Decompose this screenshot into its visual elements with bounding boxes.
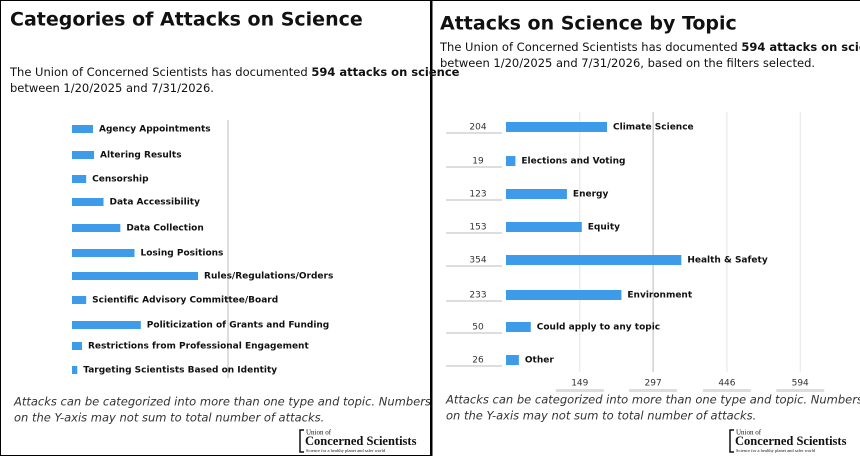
bar — [506, 255, 682, 265]
value-label: 19 — [472, 157, 484, 167]
description-text: The Union of Concerned Scientists has do… — [439, 40, 741, 54]
tick-underline — [629, 389, 678, 392]
description-text: between 1/20/2025 and 7/31/2026. — [10, 81, 214, 95]
bar — [72, 296, 87, 304]
logo-name: Concerned Scientists — [305, 434, 417, 448]
tick-underline — [555, 389, 604, 392]
bar — [72, 125, 94, 133]
category-label: Politicization of Grants and Funding — [147, 321, 329, 331]
category-label: Energy — [573, 190, 609, 200]
chart-title: Categories of Attacks on Science — [10, 9, 363, 31]
tick-underline — [776, 389, 825, 392]
value-underline — [446, 232, 502, 234]
x-tick-label: 594 — [792, 379, 809, 389]
description-text: 594 attacks on science — [311, 65, 459, 79]
description-text: The Union of Concerned Scientists has do… — [9, 65, 311, 79]
bar — [72, 321, 141, 329]
logo-tagline: Science for a healthy planet and safer w… — [306, 448, 386, 453]
bar — [72, 175, 87, 183]
tick-underline — [702, 389, 751, 392]
bar — [506, 156, 516, 166]
value-underline — [446, 132, 502, 134]
category-label: Censorship — [92, 175, 149, 185]
category-label: Scientific Advisory Committee/Board — [92, 296, 278, 306]
category-label: Losing Positions — [141, 249, 224, 259]
x-tick-label: 446 — [718, 379, 735, 389]
category-label: Climate Science — [613, 123, 694, 133]
description: The Union of Concerned Scientists has do… — [439, 40, 860, 54]
footnote: Attacks can be categorized into more tha… — [13, 395, 431, 409]
footnote: on the Y-axis may not sum to total numbe… — [446, 409, 756, 423]
bar — [506, 189, 567, 199]
value-underline — [446, 332, 502, 334]
value-underline — [446, 265, 502, 267]
value-label: 123 — [469, 190, 486, 200]
category-label: Data Accessibility — [110, 198, 201, 208]
logo-small: Union of — [736, 429, 762, 437]
footnote: on the Y-axis may not sum to total numbe… — [14, 411, 324, 425]
bar — [506, 290, 622, 300]
logo-bracket — [729, 429, 734, 453]
logo-name: Concerned Scientists — [735, 434, 847, 448]
category-label: Environment — [627, 291, 692, 301]
logo-tagline: Science for a healthy planet and safer w… — [736, 448, 816, 453]
x-tick-label: 149 — [571, 379, 588, 389]
category-label: Other — [525, 356, 554, 366]
value-label: 153 — [469, 223, 486, 233]
category-label: Rules/Regulations/Orders — [204, 272, 333, 282]
category-label: Altering Results — [100, 151, 182, 161]
category-label: Elections and Voting — [521, 157, 625, 167]
category-label: Could apply to any topic — [537, 323, 660, 333]
category-label: Targeting Scientists Based on Identity — [83, 366, 277, 376]
value-label: 354 — [469, 256, 486, 266]
category-label: Restrictions from Professional Engagemen… — [88, 342, 309, 352]
value-label: 50 — [472, 323, 484, 333]
bar — [506, 355, 519, 365]
chart-title: Attacks on Science by Topic — [440, 13, 737, 35]
bar — [72, 366, 78, 374]
description: between 1/20/2025 and 7/31/2026. — [10, 81, 214, 95]
description: between 1/20/2025 and 7/31/2026, based o… — [440, 56, 815, 70]
logo-small: Union of — [306, 429, 332, 437]
value-underline — [446, 365, 502, 367]
bar — [72, 342, 82, 350]
bar — [506, 122, 608, 132]
description: The Union of Concerned Scientists has do… — [9, 65, 460, 79]
value-underline — [446, 166, 502, 168]
bar — [72, 198, 104, 206]
bar — [72, 249, 135, 257]
description-text: 594 attacks on science — [741, 40, 860, 54]
category-label: Equity — [588, 223, 620, 233]
bar — [72, 151, 95, 159]
bar — [506, 322, 531, 332]
logo-bracket — [299, 429, 304, 453]
bar — [72, 224, 121, 232]
value-underline — [446, 300, 502, 302]
value-label: 233 — [469, 291, 486, 301]
category-label: Agency Appointments — [99, 125, 211, 135]
bar — [72, 272, 199, 280]
value-label: 26 — [472, 356, 484, 366]
x-tick-label: 297 — [645, 379, 662, 389]
footnote: Attacks can be categorized into more tha… — [445, 393, 860, 407]
value-label: 204 — [469, 123, 486, 133]
category-label: Health & Safety — [687, 256, 767, 266]
category-label: Data Collection — [126, 224, 203, 234]
description-text: between 1/20/2025 and 7/31/2026, based o… — [440, 56, 815, 70]
bar — [506, 222, 582, 232]
value-underline — [446, 199, 502, 201]
